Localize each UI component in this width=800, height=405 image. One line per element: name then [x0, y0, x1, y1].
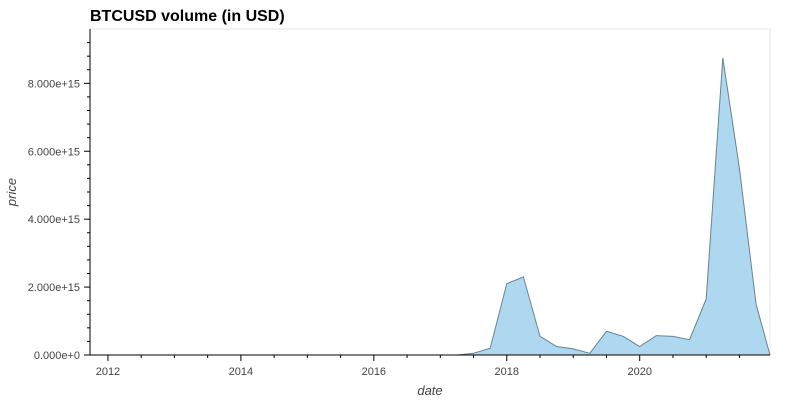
x-tick-label: 2012	[96, 366, 120, 378]
y-axis-ticks: 0.000e+0 2.000e+15 4.000e+15 6.000e+15 8.000…	[28, 42, 90, 362]
y-tick-label: 0.000e+0	[34, 350, 80, 362]
x-axis-label: date	[417, 383, 442, 398]
x-tick-label: 2016	[362, 366, 386, 378]
volume-area	[107, 57, 771, 355]
volume-line	[107, 57, 771, 356]
area-layer	[107, 57, 771, 356]
y-tick-label: 6.000e+15	[28, 146, 80, 158]
y-axis-label: price	[4, 178, 19, 207]
y-tick-label: 2.000e+15	[28, 282, 80, 294]
y-tick-label: 8.000e+15	[28, 78, 80, 90]
chart-title: BTCUSD volume (in USD)	[90, 8, 285, 25]
x-tick-label: 2014	[229, 366, 253, 378]
axis-layer	[89, 29, 770, 356]
x-tick-label: 2018	[495, 366, 519, 378]
x-tick-label: 2020	[627, 366, 651, 378]
y-tick-label: 4.000e+15	[28, 214, 80, 226]
x-axis-ticks: 2012 2014 2016 2018 2020	[96, 355, 740, 378]
plot-frame	[89, 28, 771, 356]
